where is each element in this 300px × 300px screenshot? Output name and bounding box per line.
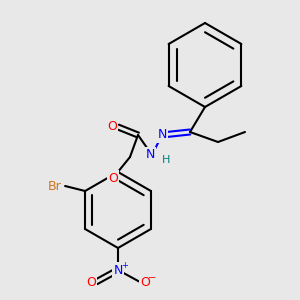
- Text: N: N: [113, 263, 123, 277]
- Text: −: −: [148, 273, 156, 283]
- Text: O: O: [140, 275, 150, 289]
- Text: N: N: [157, 128, 167, 142]
- Text: H: H: [162, 155, 170, 165]
- Text: Br: Br: [48, 179, 62, 193]
- Text: O: O: [107, 121, 117, 134]
- Text: +: +: [122, 262, 128, 271]
- Text: O: O: [86, 275, 96, 289]
- Text: N: N: [145, 148, 155, 161]
- Text: O: O: [108, 172, 118, 184]
